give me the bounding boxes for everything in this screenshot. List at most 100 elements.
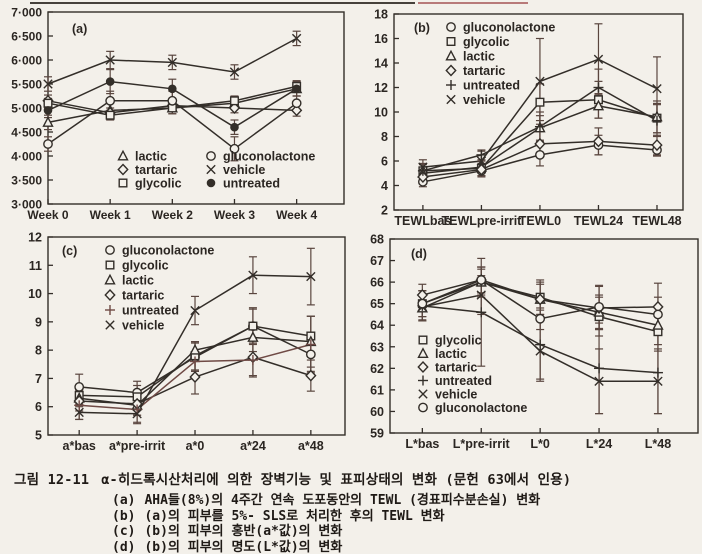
x-tick-label: a*24 bbox=[240, 439, 266, 453]
legend-label-glycolic: glycolic bbox=[435, 334, 482, 348]
y-tick-label: 62 bbox=[370, 362, 384, 376]
y-tick-label: 61 bbox=[370, 383, 384, 397]
x-tick-label: L*bas bbox=[405, 437, 439, 451]
legend-label-vehicle: vehicle bbox=[223, 163, 265, 177]
chart-a: 3·000 3·500 4·000 4·500 5·000 5·500 6·000 6·500… bbox=[11, 6, 345, 222]
y-tick-label: 7·000 bbox=[11, 6, 42, 20]
caption-item-tag: (b) bbox=[112, 508, 136, 524]
y-tick-label: 3·000 bbox=[11, 198, 42, 212]
series-vehicle bbox=[43, 33, 302, 89]
x-axis: a*bas a*pre-irrit a*0 a*24 a*48 bbox=[63, 430, 324, 453]
x-tick-label: Week 3 bbox=[214, 208, 255, 222]
y-tick-label: 10 bbox=[28, 287, 42, 301]
y-tick-label: 59 bbox=[370, 427, 384, 441]
y-tick-label: 8 bbox=[381, 130, 388, 144]
caption-item-tag: (a) bbox=[112, 493, 136, 508]
y-tick-label: 12 bbox=[374, 81, 388, 95]
error-bars bbox=[75, 247, 315, 425]
series-gluconolactone bbox=[417, 275, 663, 324]
caption-item-a: (a) AHA들(8%)의 4주간 연속 도포동안의 TEWL (경표피수분손실)… bbox=[112, 493, 702, 509]
plot-frame bbox=[47, 236, 346, 436]
legend-label-tartaric: tartaric bbox=[463, 64, 505, 78]
x-tick-label: Week 2 bbox=[152, 208, 193, 222]
series-vehicle bbox=[418, 54, 662, 172]
y-tick-label: 7 bbox=[35, 372, 42, 386]
y-tick-label: 65 bbox=[370, 297, 384, 311]
y-tick-label: 63 bbox=[370, 340, 384, 354]
legend-label-untreated: untreated bbox=[435, 374, 492, 388]
legend-b: gluconolactoneglycoliclactictartaricuntr… bbox=[445, 21, 555, 107]
y-tick-label: 5·000 bbox=[11, 102, 42, 116]
y-tick-label: 16 bbox=[374, 32, 388, 46]
caption-item-tag: (c) bbox=[112, 524, 136, 539]
y-tick-label: 9 bbox=[35, 315, 42, 329]
x-tick-label: TEWL48 bbox=[632, 214, 681, 228]
x-tick-label: a*0 bbox=[186, 439, 205, 453]
x-tick-label: L*24 bbox=[586, 437, 612, 451]
y-tick-label: 4·000 bbox=[11, 150, 42, 164]
legend-label-glycolic: glycolic bbox=[463, 35, 510, 49]
x-tick-label: TEWL24 bbox=[574, 214, 623, 228]
legend-label-vehicle: vehicle bbox=[122, 319, 164, 333]
series-untreated bbox=[43, 77, 301, 132]
legend-label-tartaric: tartaric bbox=[122, 289, 164, 303]
y-tick-label: 8 bbox=[35, 344, 42, 358]
x-tick-label: TEWLbas bbox=[394, 214, 451, 228]
y-tick-label: 64 bbox=[370, 319, 384, 333]
legend-c: gluconolactoneglycoliclactictartaricuntr… bbox=[104, 244, 214, 333]
plot-a: 3·000 3·500 4·000 4·500 5·000 5·500 6·000 6·500… bbox=[11, 6, 345, 222]
caption-item-text: (b)의 피부의 홍반(a*값)의 변화 bbox=[144, 524, 343, 539]
legend-d: glycoliclactictartaricuntreatedvehiclegl… bbox=[417, 334, 527, 415]
x-axis: L*bas L*pre-irrit L*0 L*24 L*48 bbox=[405, 428, 671, 451]
caption-item-b: (b) (a)의 피부를 5%- SLS로 처리한 후의 TEWL 변화 bbox=[112, 509, 702, 525]
x-tick-label: a*pre-irrit bbox=[109, 439, 166, 453]
y-tick-label: 60 bbox=[370, 405, 384, 419]
legend-label-vehicle: vehicle bbox=[435, 388, 477, 402]
y-tick-label: 6 bbox=[35, 400, 42, 414]
x-tick-label: Week 1 bbox=[90, 208, 131, 222]
x-tick-label: L*48 bbox=[645, 437, 671, 451]
legend-label-gluconolactone: gluconolactone bbox=[435, 401, 527, 415]
caption-item-text: AHA들(8%)의 4주간 연속 도포동안의 TEWL (경표피수분손실) 변화 bbox=[144, 493, 541, 508]
y-tick-label: 18 bbox=[374, 8, 388, 22]
scan-artifact-line-red bbox=[418, 2, 528, 4]
x-tick-label: a*bas bbox=[63, 439, 96, 453]
x-tick-label: L*0 bbox=[530, 437, 550, 451]
x-tick-label: Week 4 bbox=[276, 208, 317, 222]
x-tick-label: Week 0 bbox=[27, 208, 68, 222]
panel-label-d: (d) bbox=[411, 247, 427, 261]
y-tick-label: 6·000 bbox=[11, 54, 42, 68]
legend-label-tartaric: tartaric bbox=[135, 163, 177, 177]
legend-label-gluconolactone: gluconolactone bbox=[463, 21, 555, 35]
y-tick-label: 2 bbox=[381, 204, 388, 218]
y-tick-label: 6·500 bbox=[11, 30, 42, 44]
y-tick-label: 5 bbox=[35, 429, 42, 443]
y-tick-label: 6 bbox=[381, 155, 388, 169]
y-tick-label: 11 bbox=[29, 259, 42, 273]
legend-label-untreated: untreated bbox=[122, 304, 179, 318]
y-tick-label: 5·500 bbox=[11, 78, 42, 92]
legend-label-lactic: lactic bbox=[122, 274, 154, 288]
y-axis: 2 4 6 8 10 12 14 16 18 bbox=[374, 8, 399, 218]
panel-label-a: (a) bbox=[72, 22, 87, 36]
caption-item-c: (c) (b)의 피부의 홍반(a*값)의 변화 bbox=[112, 524, 702, 540]
caption-title-line: 그림 12-11 α-히드록시산처리에 의한 장벽기능 및 표피상태의 변화 (문… bbox=[14, 468, 702, 488]
panel-label-b: (b) bbox=[414, 21, 430, 35]
series-vehicle bbox=[74, 270, 316, 419]
legend-label-untreated: untreated bbox=[223, 177, 280, 191]
scan-artifact-line-dark bbox=[30, 2, 415, 4]
x-tick-label: TEWL0 bbox=[519, 214, 561, 228]
y-tick-label: 4 bbox=[381, 179, 388, 193]
caption-item-text: (b)의 피부의 명도(L*값)의 변화 bbox=[144, 539, 343, 554]
y-axis: 5 6 7 8 9 10 11 12 bbox=[28, 231, 53, 443]
y-tick-label: 67 bbox=[370, 254, 384, 268]
figure-caption: 그림 12-11 α-히드록시산처리에 의한 장벽기능 및 표피상태의 변화 (문… bbox=[0, 458, 702, 554]
x-axis: Week 0 Week 1 Week 2 Week 3 Week 4 bbox=[27, 199, 318, 222]
y-tick-label: 12 bbox=[28, 231, 42, 245]
